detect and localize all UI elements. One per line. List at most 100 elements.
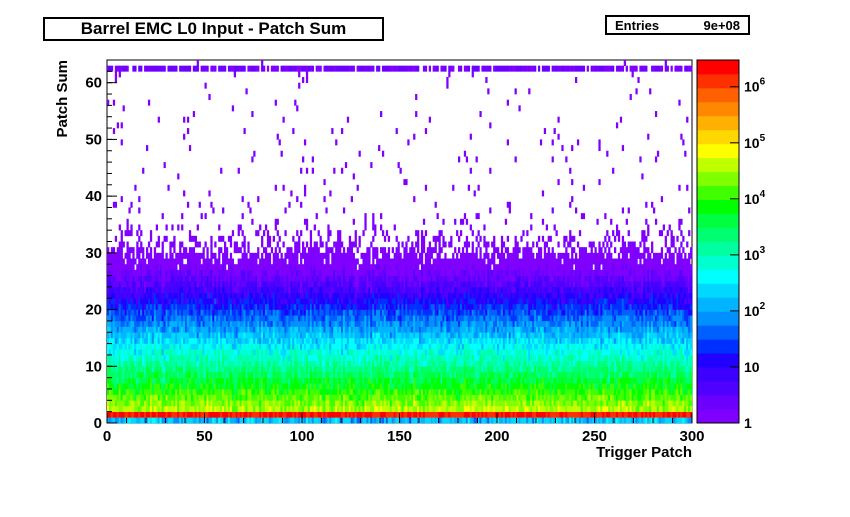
- heatmap-cell: [397, 162, 400, 169]
- heatmap-cell: [335, 360, 338, 367]
- heatmap-cell: [335, 337, 338, 344]
- heatmap-cell: [335, 320, 338, 327]
- heatmap-cell: [255, 309, 258, 316]
- heatmap-cell: [352, 264, 355, 271]
- heatmap-cell: [278, 320, 281, 327]
- heatmap-cell: [175, 337, 178, 344]
- heatmap-cell: [296, 366, 299, 373]
- heatmap-cell: [194, 292, 197, 299]
- heatmap-cell: [302, 269, 305, 276]
- heatmap-cell: [300, 332, 303, 339]
- heatmap-cell: [313, 264, 316, 271]
- heatmap-cell: [171, 371, 174, 378]
- heatmap-cell: [142, 298, 145, 305]
- heatmap-cell: [263, 326, 266, 333]
- heatmap-cell: [208, 94, 211, 100]
- heatmap-cell: [370, 264, 373, 271]
- heatmap-cell: [237, 298, 240, 305]
- heatmap-cell: [196, 400, 199, 407]
- heatmap-cell: [169, 258, 172, 265]
- heatmap-cell: [128, 298, 131, 305]
- heatmap-cell: [173, 371, 176, 378]
- heatmap-cell: [378, 65, 381, 72]
- heatmap-cell: [138, 394, 141, 401]
- heatmap-cell: [245, 275, 248, 282]
- heatmap-cell: [305, 224, 309, 231]
- heatmap-cell: [155, 264, 158, 271]
- heatmap-cell: [151, 281, 155, 288]
- heatmap-cell: [358, 286, 361, 293]
- heatmap-cell: [354, 286, 357, 293]
- heatmap-cell: [167, 303, 170, 310]
- heatmap-cell: [249, 394, 252, 401]
- heatmap-cell: [337, 354, 340, 361]
- heatmap-cell: [159, 417, 162, 424]
- heatmap-cell: [372, 247, 375, 254]
- heatmap-cell: [233, 247, 236, 254]
- heatmap-cell: [331, 315, 334, 322]
- heatmap-cell: [241, 252, 244, 259]
- heatmap-cell: [224, 349, 227, 356]
- heatmap-cell: [200, 292, 203, 299]
- heatmap-cell: [280, 332, 283, 339]
- heatmap-cell: [360, 337, 363, 344]
- heatmap-cell: [167, 343, 170, 350]
- heatmap-cell: [292, 337, 295, 344]
- heatmap-cell: [356, 326, 359, 333]
- heatmap-cell: [401, 258, 404, 265]
- heatmap-cell: [218, 394, 221, 401]
- heatmap-cell: [220, 303, 223, 310]
- heatmap-cell: [161, 354, 164, 361]
- heatmap-cell: [341, 388, 344, 395]
- heatmap-cell: [272, 417, 275, 424]
- heatmap-cell: [391, 65, 394, 72]
- heatmap-cell: [259, 309, 262, 316]
- heatmap-cell: [344, 286, 348, 293]
- heatmap-cell: [169, 320, 172, 327]
- heatmap-cell: [196, 383, 199, 390]
- heatmap-cell: [389, 417, 392, 424]
- heatmap-cell: [401, 343, 404, 350]
- heatmap-cell: [296, 411, 299, 418]
- heatmap-cell: [331, 303, 334, 310]
- heatmap-cell: [144, 337, 147, 344]
- heatmap-cell: [303, 292, 307, 299]
- heatmap-cell: [128, 275, 131, 282]
- heatmap-cell: [243, 303, 246, 310]
- heatmap-cell: [177, 394, 180, 401]
- heatmap-cell: [401, 354, 404, 361]
- heatmap-cell: [364, 65, 367, 72]
- heatmap-cell: [149, 388, 153, 395]
- heatmap-cell: [311, 320, 314, 327]
- heatmap-cell: [216, 320, 219, 327]
- heatmap-cell: [114, 354, 118, 361]
- heatmap-cell: [140, 354, 143, 361]
- heatmap-cell: [378, 349, 381, 356]
- heatmap-cell: [206, 281, 209, 288]
- heatmap-cell: [183, 354, 186, 361]
- heatmap-cell: [313, 383, 316, 390]
- heatmap-cell: [107, 264, 110, 271]
- heatmap-cell: [257, 394, 260, 401]
- heatmap-cell: [292, 343, 295, 350]
- heatmap-cell: [237, 65, 240, 72]
- heatmap-cell: [231, 343, 235, 350]
- heatmap-cell: [107, 411, 110, 418]
- heatmap-cell: [399, 337, 402, 344]
- heatmap-cell: [185, 332, 188, 339]
- heatmap-cell: [395, 281, 398, 288]
- heatmap-cell: [186, 400, 190, 407]
- heatmap-cell: [356, 343, 359, 350]
- heatmap-cell: [311, 332, 314, 339]
- heatmap-cell: [270, 332, 274, 339]
- heatmap-cell: [136, 275, 139, 282]
- heatmap-cell: [294, 354, 297, 361]
- heatmap-cell: [247, 343, 250, 350]
- heatmap-cell: [171, 264, 174, 271]
- heatmap-cell: [198, 394, 201, 401]
- heatmap-cell: [344, 417, 348, 424]
- heatmap-cell: [161, 292, 164, 299]
- heatmap-cell: [387, 252, 391, 259]
- heatmap-cell: [204, 354, 207, 361]
- heatmap-cell: [329, 269, 332, 276]
